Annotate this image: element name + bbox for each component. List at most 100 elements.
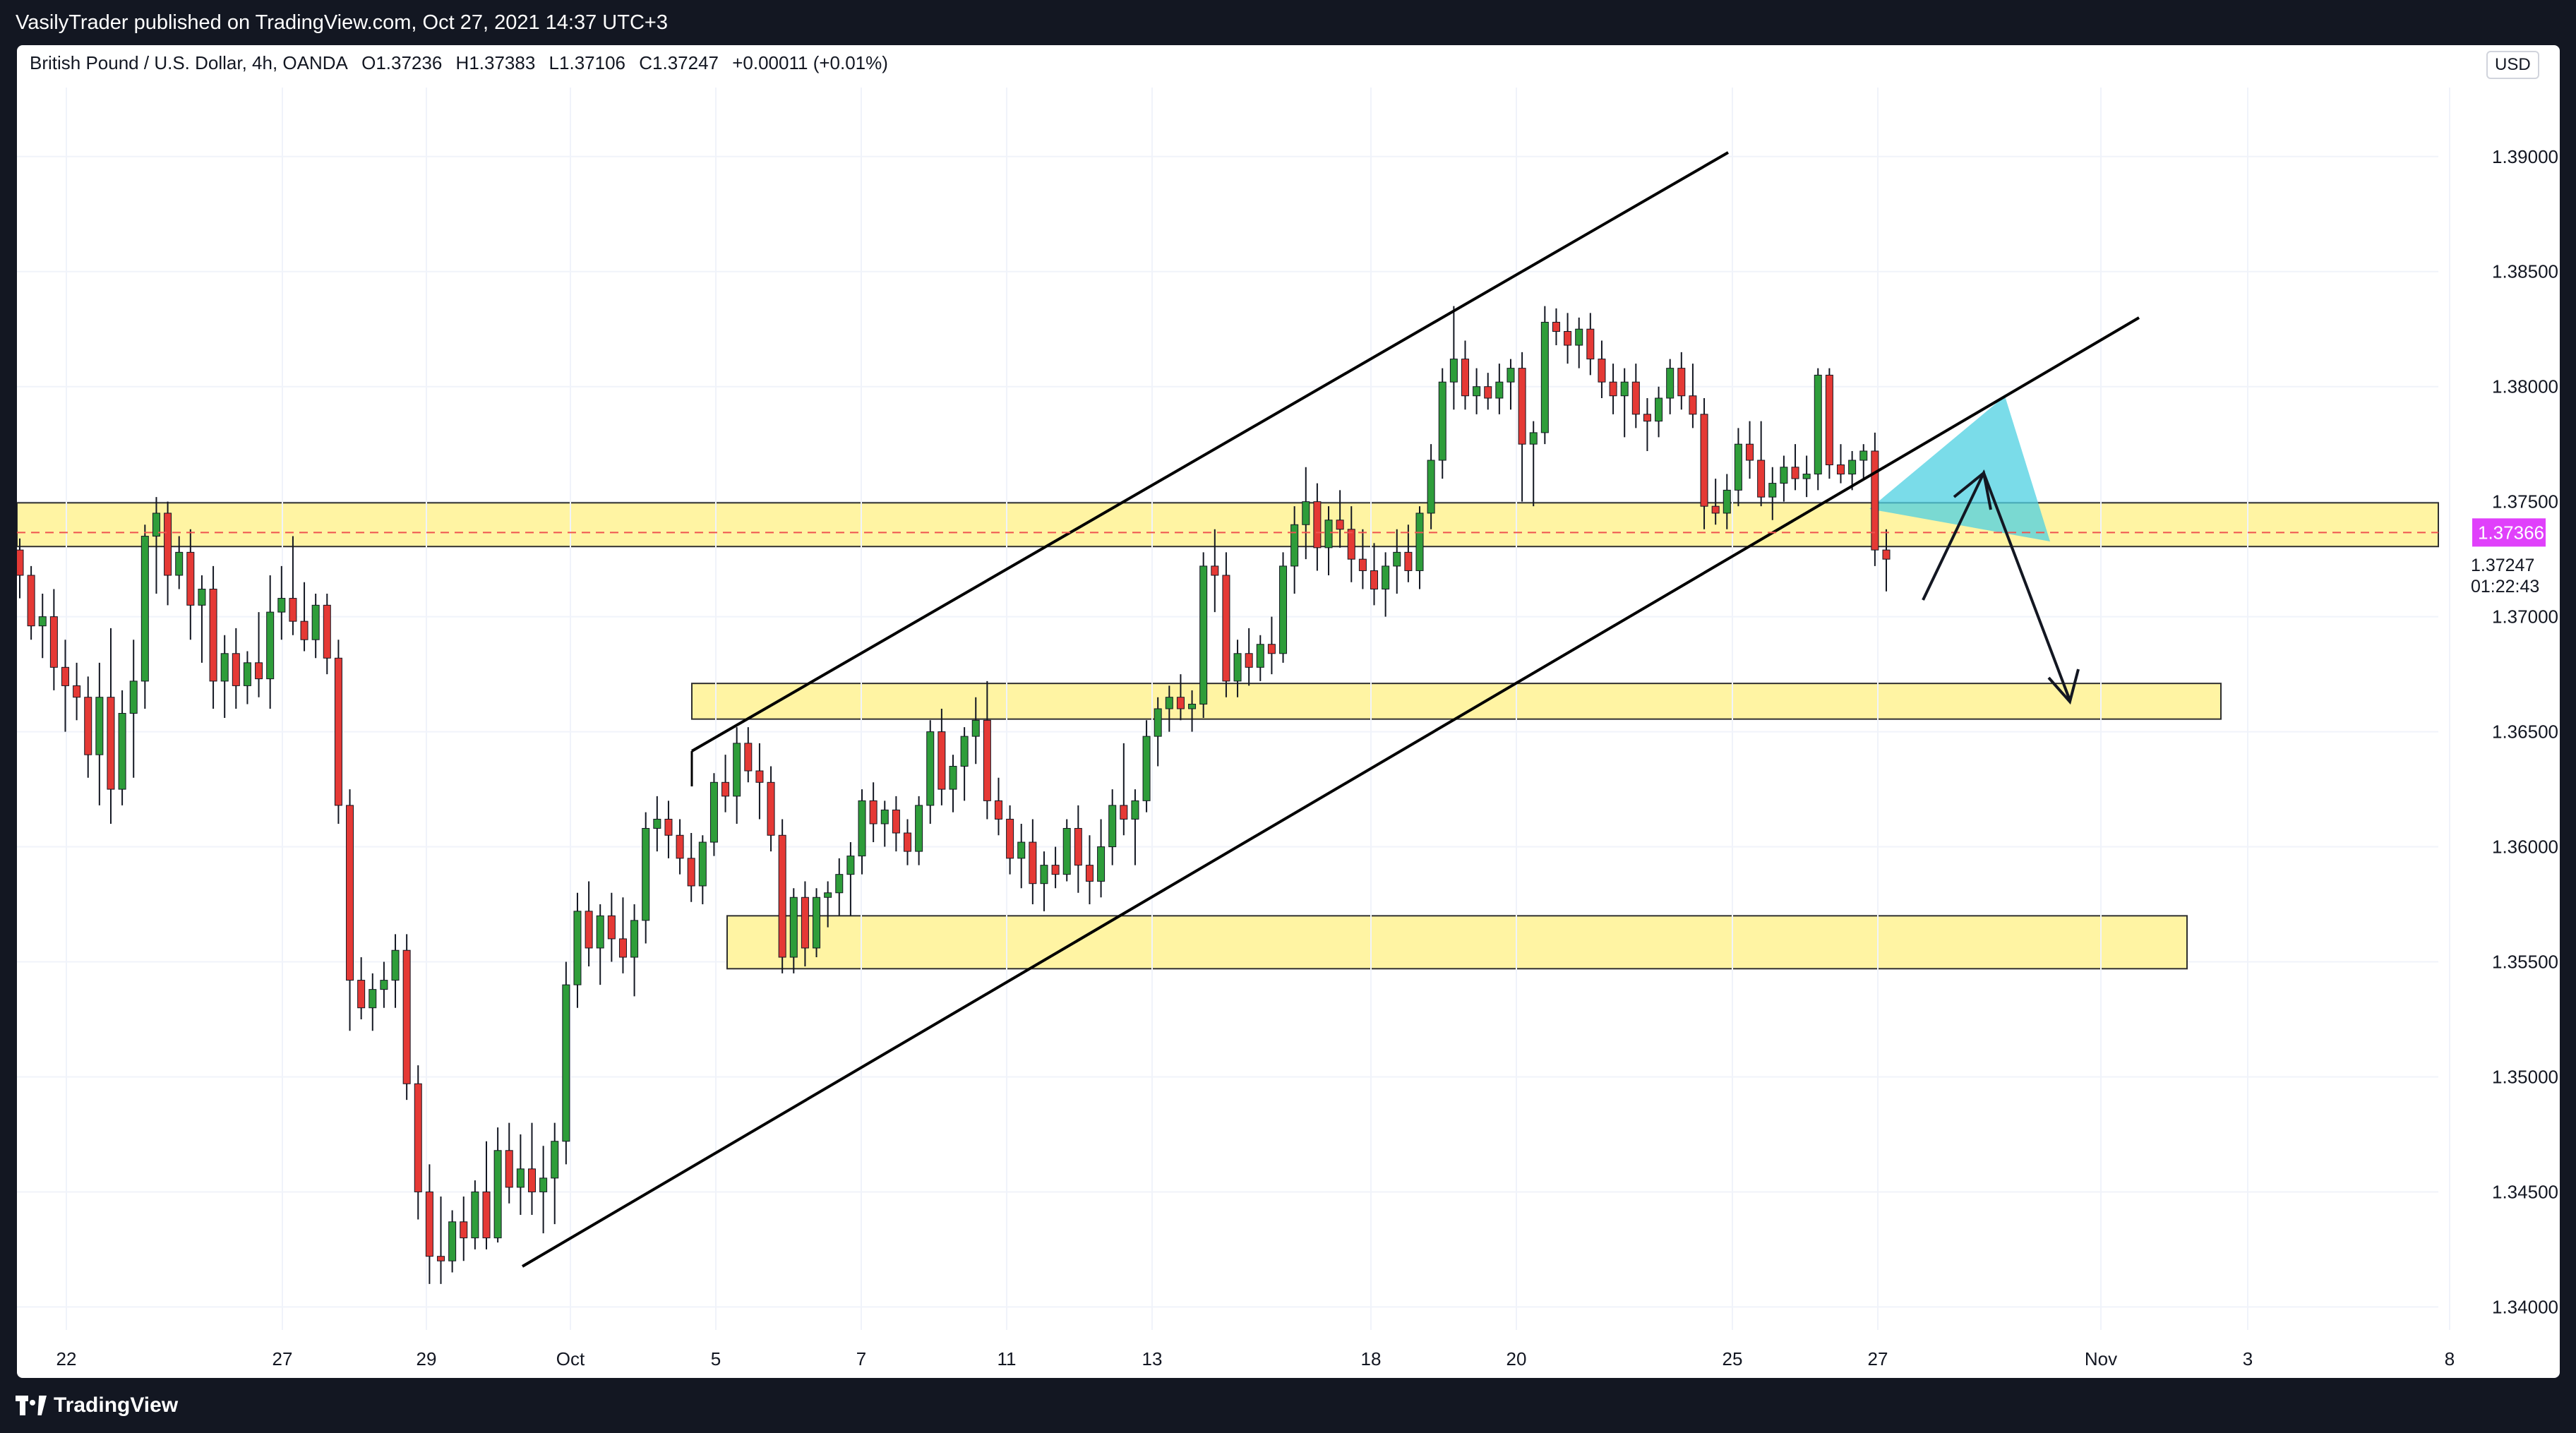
candle-body — [1871, 450, 1879, 551]
candle-body — [676, 834, 684, 859]
candle-body — [573, 911, 582, 985]
candle-body — [1336, 520, 1344, 530]
candle-body — [425, 1191, 433, 1257]
candle-body — [1677, 368, 1686, 397]
candle-body — [1802, 474, 1811, 479]
candle-body — [642, 827, 650, 921]
support-zone — [17, 502, 2439, 548]
candle-body — [1324, 520, 1333, 548]
tradingview-logo[interactable]: TradingView — [16, 1393, 178, 1417]
candle-body — [721, 781, 730, 797]
candle-body — [1415, 512, 1424, 571]
candle-body — [937, 731, 946, 790]
x-tick-label: 22 — [56, 1348, 77, 1369]
ohlc-change: +0.00011 (+0.01%) — [732, 52, 888, 73]
candle-body — [1723, 489, 1731, 514]
candle-body — [1120, 805, 1128, 820]
countdown-label: 01:22:43 — [2471, 577, 2539, 596]
candle-body — [1506, 368, 1515, 383]
candle-body — [289, 598, 297, 622]
candle-body — [835, 874, 844, 894]
current-price-label: 1.37366 — [2478, 522, 2544, 543]
current-price-tag — [2472, 518, 2546, 547]
x-tick-label: 11 — [998, 1348, 1017, 1369]
candle-body — [402, 949, 411, 1084]
candle-body — [1245, 653, 1253, 668]
candle-body — [585, 911, 593, 949]
candle-body — [186, 551, 195, 606]
candle-body — [277, 598, 286, 613]
candle-body — [61, 666, 69, 686]
candle-body — [1404, 551, 1413, 571]
candle-body — [369, 989, 377, 1009]
candle-body — [323, 604, 331, 659]
candle-body — [1609, 381, 1617, 397]
candle-body — [1233, 653, 1242, 682]
projection-triangle — [1869, 396, 2050, 541]
x-tick-label: Nov — [2085, 1348, 2117, 1369]
candle-body — [414, 1083, 422, 1192]
candle-body — [164, 512, 172, 576]
price-chart[interactable]: 1.39000 1.38500 1.38000 1.37500 1.37000 1.365… — [17, 45, 2560, 1378]
candle-body — [255, 662, 263, 680]
y-tick-label: 1.37500 — [2492, 491, 2558, 512]
ohlc-high: H1.37383 — [455, 52, 536, 73]
y-tick-label: 1.37000 — [2492, 606, 2558, 628]
upper-channel-line — [690, 151, 1730, 753]
candle-body — [1768, 483, 1777, 498]
candle-body — [1552, 321, 1560, 332]
publisher-bar: VasilyTrader published on TradingView.co… — [0, 0, 2576, 45]
candle-body — [1746, 443, 1754, 461]
candle-body — [824, 892, 832, 898]
candle-body — [983, 719, 991, 801]
candle-body — [1074, 827, 1082, 866]
candle-body — [209, 589, 217, 682]
candle-body — [744, 743, 753, 772]
ohlc-close: C1.37247 — [639, 52, 719, 73]
y-tick-label: 1.38000 — [2492, 376, 2558, 397]
candle-body — [460, 1221, 468, 1239]
candle-body — [311, 604, 320, 640]
candle-body — [1256, 644, 1264, 668]
candle-body — [1461, 359, 1469, 397]
candle-body — [1711, 505, 1720, 514]
publisher-text: VasilyTrader published on TradingView.co… — [16, 11, 668, 34]
candle-body — [1370, 570, 1379, 590]
candle-body — [1438, 381, 1446, 461]
candle-body — [1449, 359, 1458, 383]
candle-body — [1564, 330, 1572, 346]
candle-body — [516, 1168, 525, 1188]
candle-body — [220, 653, 229, 682]
candle-body — [1427, 460, 1435, 514]
x-tick-label: 25 — [1723, 1348, 1743, 1369]
candle-body — [994, 800, 1002, 820]
candle-body — [1211, 565, 1219, 576]
candle-body — [527, 1168, 536, 1192]
x-tick-label: 7 — [856, 1348, 866, 1369]
candle-body — [949, 765, 957, 790]
candle-body — [129, 680, 138, 714]
candle-body — [1643, 414, 1651, 422]
candle-body — [1473, 386, 1481, 397]
candle-body — [27, 575, 35, 627]
candle-body — [118, 713, 126, 790]
candle-body — [1188, 703, 1197, 709]
candle-body — [1267, 644, 1276, 654]
x-tick-label: 8 — [2445, 1348, 2455, 1369]
candle-body — [778, 834, 786, 958]
candle-body — [1484, 386, 1492, 399]
tradingview-label: TradingView — [54, 1393, 179, 1417]
chart-panel[interactable]: 1.39000 1.38500 1.38000 1.37500 1.37000 1.365… — [17, 45, 2560, 1378]
candle-body — [687, 858, 695, 887]
candle-body — [38, 616, 47, 627]
x-tick-label: 18 — [1361, 1348, 1382, 1369]
candle-body — [300, 620, 308, 640]
candle-body — [653, 818, 661, 829]
candle-body — [1495, 381, 1504, 399]
candle-body — [1620, 381, 1629, 397]
currency-badge[interactable]: USD — [2486, 51, 2539, 79]
ohlc-open: O1.37236 — [361, 52, 443, 73]
candle-body — [95, 697, 104, 755]
candle-body — [380, 980, 388, 990]
candle-body — [266, 611, 275, 680]
